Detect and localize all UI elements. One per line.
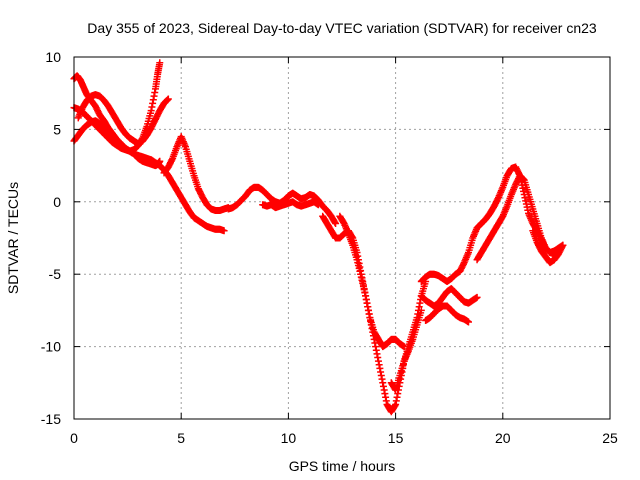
data-point xyxy=(156,59,164,67)
chart-title: Day 355 of 2023, Sidereal Day-to-day VTE… xyxy=(87,20,597,36)
x-tick-label: 5 xyxy=(177,430,185,446)
data-points-layer xyxy=(70,59,567,416)
series-track-d xyxy=(74,91,172,148)
x-axis-label: GPS time / hours xyxy=(289,458,396,474)
series-track-o xyxy=(529,227,567,267)
y-tick-label: -5 xyxy=(49,266,62,282)
y-tick-label: -15 xyxy=(41,411,61,427)
plot-frame xyxy=(73,56,611,420)
data-point xyxy=(156,157,164,165)
grid-layer xyxy=(74,57,610,419)
data-point xyxy=(473,293,481,301)
data-point xyxy=(220,227,228,235)
x-tick-label: 15 xyxy=(388,430,404,446)
y-tick-label: -10 xyxy=(41,339,61,355)
series-track-j xyxy=(387,306,425,394)
series-track-m xyxy=(422,302,472,326)
data-point xyxy=(164,95,172,103)
data-point xyxy=(464,318,472,326)
data-point xyxy=(559,241,567,249)
series-track-f xyxy=(224,183,340,228)
series-track-e xyxy=(160,133,232,214)
x-tick-label: 20 xyxy=(495,430,511,446)
y-tick-label: 10 xyxy=(45,49,61,65)
data-point xyxy=(314,201,322,209)
x-tick-label: 25 xyxy=(602,430,618,446)
data-point xyxy=(417,306,425,314)
x-tick-label: 0 xyxy=(70,430,78,446)
data-point xyxy=(332,220,340,228)
series-track-c xyxy=(70,59,164,155)
y-tick-label: 5 xyxy=(53,121,61,137)
series-track-g xyxy=(259,198,322,212)
tick-labels-layer: 0 5 10 15 20 25 10 5 0 -5 -10 -15 xyxy=(41,49,618,446)
y-axis-label: SDTVAR / TECUs xyxy=(5,182,21,294)
y-tick-label: 0 xyxy=(53,194,61,210)
series-track-l xyxy=(417,285,481,310)
x-tick-label: 10 xyxy=(281,430,297,446)
ticks-layer xyxy=(73,56,611,420)
